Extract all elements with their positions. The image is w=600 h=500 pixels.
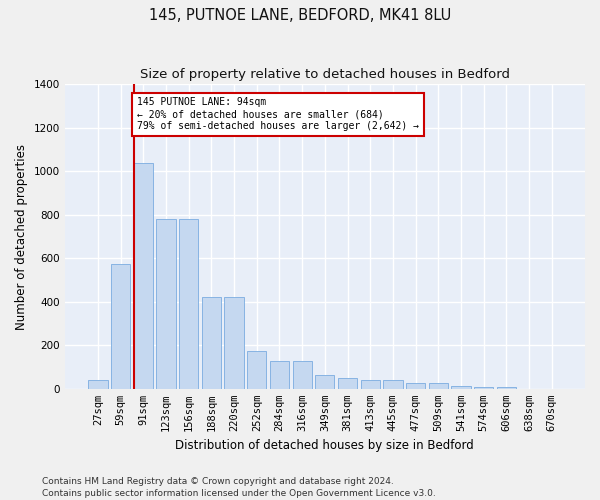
Bar <box>88 380 107 389</box>
Text: 145 PUTNOE LANE: 94sqm
← 20% of detached houses are smaller (684)
79% of semi-de: 145 PUTNOE LANE: 94sqm ← 20% of detached… <box>137 98 419 130</box>
X-axis label: Distribution of detached houses by size in Bedford: Distribution of detached houses by size … <box>175 440 474 452</box>
Title: Size of property relative to detached houses in Bedford: Size of property relative to detached ho… <box>140 68 510 80</box>
Bar <box>428 384 448 389</box>
Bar <box>361 380 380 389</box>
Bar <box>338 378 357 389</box>
Text: Contains HM Land Registry data © Crown copyright and database right 2024.
Contai: Contains HM Land Registry data © Crown c… <box>42 476 436 498</box>
Bar <box>474 386 493 389</box>
Bar <box>406 384 425 389</box>
Bar <box>497 387 516 389</box>
Bar <box>157 219 176 389</box>
Bar <box>134 162 153 389</box>
Bar <box>383 380 403 389</box>
Bar <box>315 374 334 389</box>
Bar <box>451 386 470 389</box>
Bar <box>111 264 130 389</box>
Bar <box>293 360 312 389</box>
Y-axis label: Number of detached properties: Number of detached properties <box>15 144 28 330</box>
Bar <box>179 219 199 389</box>
Bar <box>224 298 244 389</box>
Bar <box>247 351 266 389</box>
Text: 145, PUTNOE LANE, BEDFORD, MK41 8LU: 145, PUTNOE LANE, BEDFORD, MK41 8LU <box>149 8 451 22</box>
Bar <box>202 298 221 389</box>
Bar <box>270 360 289 389</box>
